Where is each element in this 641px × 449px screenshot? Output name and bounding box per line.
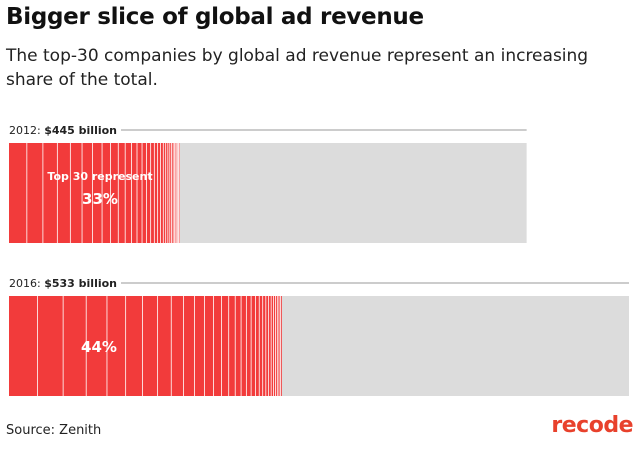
top30-bar-0	[9, 143, 180, 243]
bar-inner-label-0: Top 30 represent	[47, 170, 152, 183]
bar-label-1: 2016: $533 billion	[9, 277, 117, 290]
bar-total-label: $533 billion	[44, 277, 117, 290]
bar-year-label: 2012:	[9, 124, 44, 137]
chart-subtitle: The top-30 companies by global ad revenu…	[6, 46, 589, 90]
chart-title: Bigger slice of global ad revenue	[6, 4, 424, 30]
bar-label-0: 2012: $445 billion	[9, 124, 117, 137]
bar-year-label: 2016:	[9, 277, 44, 290]
top30-bar-1	[9, 296, 282, 396]
source-note: Source: Zenith	[6, 423, 102, 438]
bar-pct-label-0: 33%	[82, 190, 118, 208]
bar-pct-label-1: 44%	[81, 338, 117, 356]
bar-total-label: $445 billion	[44, 124, 117, 137]
recode-logo: recode	[551, 413, 633, 438]
